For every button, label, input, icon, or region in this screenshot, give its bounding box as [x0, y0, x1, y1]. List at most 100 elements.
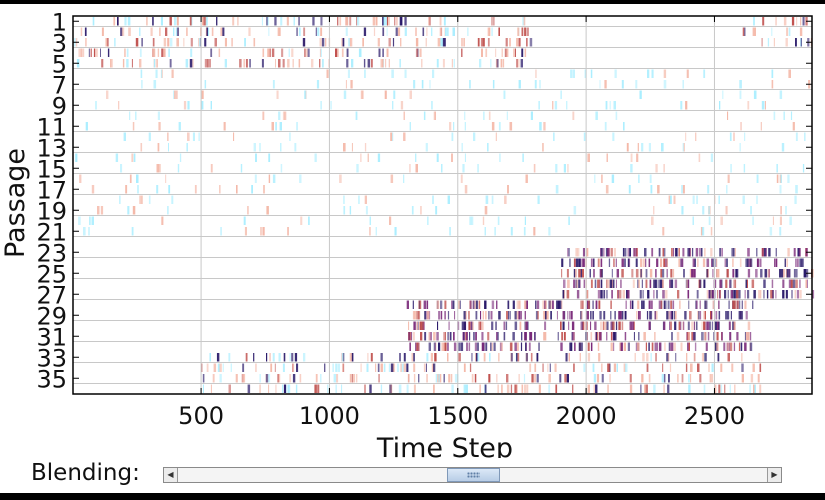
heatmap-cell — [377, 38, 380, 47]
heatmap-cell — [236, 185, 238, 194]
heatmap-cell — [701, 227, 705, 236]
heatmap-cell — [634, 353, 636, 362]
heatmap-cell — [743, 27, 745, 36]
y-tick-label: 17 — [36, 176, 67, 204]
heatmap-cell — [440, 38, 443, 47]
heatmap-cell — [382, 27, 385, 36]
heatmap-cell — [385, 59, 387, 68]
heatmap-cell — [135, 38, 139, 47]
heatmap-cell — [453, 122, 455, 131]
heatmap-cell — [555, 384, 558, 393]
heatmap-cell — [727, 174, 730, 183]
heatmap-cell — [730, 164, 732, 173]
heatmap-cell — [610, 321, 613, 330]
heatmap-cell — [213, 363, 217, 372]
heatmap-cell — [771, 27, 773, 36]
slider-thumb[interactable] — [447, 468, 500, 482]
heatmap-cell — [744, 132, 746, 141]
heatmap-cell — [711, 321, 714, 330]
heatmap-cell — [788, 27, 791, 36]
heatmap-cell — [276, 90, 279, 99]
heatmap-cell — [701, 353, 705, 362]
heatmap-cell — [415, 38, 419, 47]
heatmap-cell — [375, 363, 377, 372]
heatmap-cell — [454, 311, 456, 320]
heatmap-cell — [408, 374, 410, 383]
heatmap-cell — [749, 342, 753, 351]
heatmap-cell — [458, 342, 461, 351]
heatmap-cell — [437, 374, 440, 383]
heatmap-cell — [204, 38, 207, 47]
heatmap-cell — [377, 363, 380, 372]
slider-right-arrow-icon[interactable]: ▶ — [767, 468, 781, 482]
heatmap-cell — [693, 321, 695, 330]
heatmap-cell — [762, 248, 764, 257]
heatmap-cell — [441, 342, 443, 351]
heatmap-cell — [573, 269, 576, 278]
heatmap-cell — [615, 111, 618, 120]
heatmap-cell — [179, 153, 182, 162]
heatmap-cell — [420, 206, 422, 215]
heatmap-cell — [729, 342, 731, 351]
heatmap-cell — [126, 59, 129, 68]
heatmap-cell — [437, 374, 439, 383]
heatmap-cell — [637, 300, 640, 309]
blending-control: Blending: ◀ ▶ — [0, 458, 825, 492]
heatmap-cell — [651, 216, 654, 225]
heatmap-cell — [342, 353, 345, 362]
heatmap-cell — [592, 363, 595, 372]
heatmap-cell — [772, 216, 774, 225]
heatmap-cell — [602, 321, 605, 330]
heatmap-cell — [404, 353, 406, 362]
heatmap-cell — [292, 363, 295, 372]
heatmap-cell — [341, 353, 344, 362]
heatmap-cell — [670, 269, 673, 278]
heatmap-cell — [608, 258, 611, 267]
heatmap-cell — [393, 90, 395, 99]
heatmap-cell — [611, 269, 613, 278]
slider-left-arrow-icon[interactable]: ◀ — [164, 468, 178, 482]
heatmap-cell — [505, 321, 508, 330]
heatmap-cell — [499, 153, 501, 162]
heatmap-cell — [586, 290, 588, 299]
heatmap-cell — [413, 363, 416, 372]
heatmap-cell — [424, 311, 426, 320]
heatmap-cell — [210, 48, 213, 57]
heatmap-cell — [795, 38, 797, 47]
heatmap-cell — [390, 363, 394, 372]
heatmap-cell — [392, 38, 395, 47]
heatmap-cell — [695, 132, 697, 141]
heatmap-cell — [595, 300, 598, 309]
heatmap-cell — [738, 300, 741, 309]
heatmap-cell — [463, 384, 466, 393]
heatmap-cell — [491, 321, 494, 330]
heatmap-cell — [667, 384, 670, 393]
heatmap-cell — [753, 384, 755, 393]
heatmap-cell — [518, 59, 520, 68]
heatmap-cell — [416, 321, 418, 330]
heatmap-cell — [645, 342, 647, 351]
heatmap-cell — [549, 363, 551, 372]
heatmap-cell — [418, 342, 420, 351]
heatmap-cell — [521, 332, 523, 341]
heatmap-cell — [444, 332, 446, 341]
heatmap-cell — [345, 27, 348, 36]
heatmap-cell — [343, 206, 346, 215]
heatmap-cell — [625, 300, 627, 309]
heatmap-cell — [727, 311, 730, 320]
heatmap-cell — [609, 279, 613, 288]
heatmap-cell — [782, 290, 784, 299]
blending-slider[interactable]: ◀ ▶ — [163, 467, 782, 483]
heatmap-cell — [341, 38, 344, 47]
heatmap-cell — [669, 342, 672, 351]
heatmap-cell — [614, 69, 617, 78]
heatmap-cell — [703, 279, 706, 288]
heatmap-cell — [88, 227, 90, 236]
heatmap-cell — [550, 311, 552, 320]
heatmap-cell — [463, 311, 466, 320]
heatmap-cell — [165, 174, 167, 183]
heatmap-cell — [641, 300, 644, 309]
heatmap-cell — [95, 101, 97, 110]
heatmap-cell — [441, 164, 443, 173]
heatmap-cell — [715, 311, 718, 320]
